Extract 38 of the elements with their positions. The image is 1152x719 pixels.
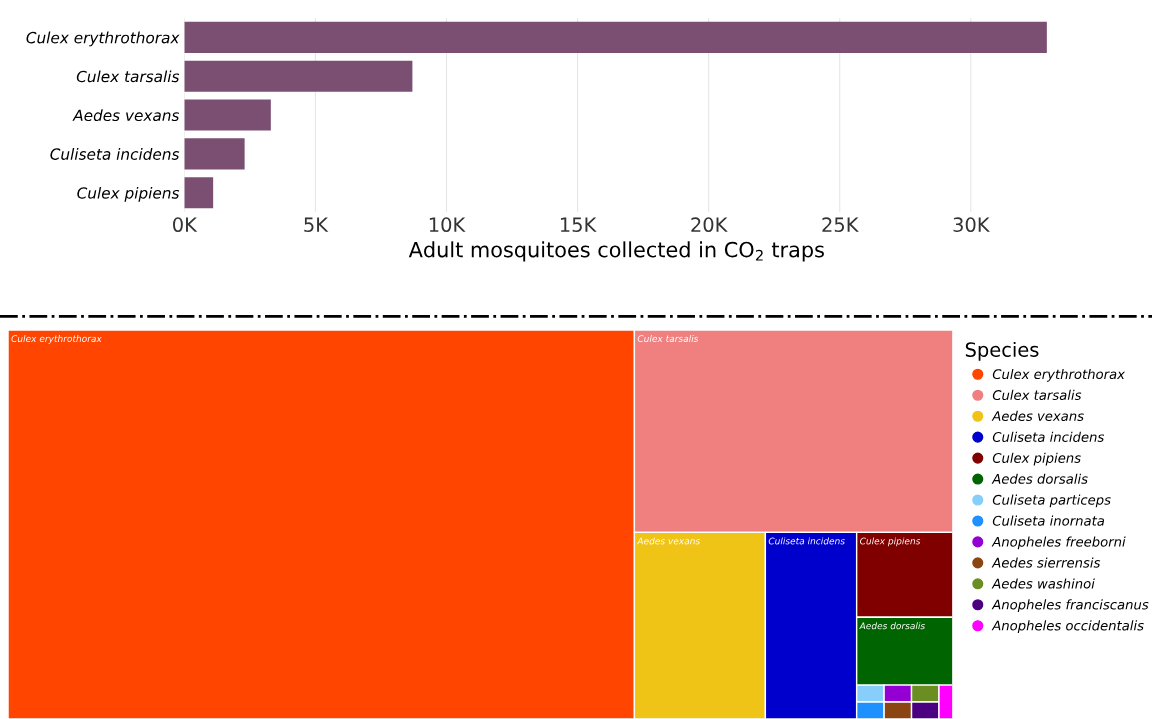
x-tick-label: 15K xyxy=(560,217,597,233)
y-tick-label: Culex pipiens xyxy=(77,186,180,202)
category-label: Culex erythrothorax xyxy=(992,368,1126,382)
text: Culex tarsalis xyxy=(637,335,699,343)
x-axis-title: Adult mosquitoes collected in CO$_{2}$ traps xyxy=(408,241,824,262)
text: Aedes dorsalis xyxy=(859,622,925,630)
x-tick-label: 5K xyxy=(304,217,329,233)
category-label: Culiseta inornata xyxy=(992,515,1104,526)
x-tick-label: 30K xyxy=(953,217,990,233)
legend-title: Species xyxy=(965,341,1039,361)
category-label: Culiseta particeps xyxy=(992,494,1111,508)
category-label: Aedes sierrensis xyxy=(991,557,1101,568)
category-label: Aedes vexans xyxy=(991,410,1084,422)
bar xyxy=(184,21,1047,53)
y-tick-label: Culiseta incidens xyxy=(50,148,180,160)
category-label: Anopheles occidentalis xyxy=(991,620,1144,634)
category-label: Culiseta incidens xyxy=(992,431,1105,442)
text: Culex erythrothorax xyxy=(11,335,102,344)
x-tick-label: 0K xyxy=(173,217,198,233)
x-tick-label: 20K xyxy=(691,217,728,233)
category-label: Culex tarsalis xyxy=(992,389,1082,401)
bar xyxy=(184,60,413,92)
y-tick-label: Culex tarsalis xyxy=(76,70,180,83)
category-label: Anopheles franciscanus xyxy=(991,599,1149,613)
text: Culiseta incidens xyxy=(768,537,845,545)
category-label: Aedes washinoi xyxy=(991,578,1095,589)
y-tick-label: Culex erythrothorax xyxy=(26,31,180,47)
category-label: Anopheles freeborni xyxy=(991,536,1126,550)
category-label: Culex pipiens xyxy=(992,452,1081,466)
text: Culex pipiens xyxy=(860,537,921,547)
x-tick-label: 25K xyxy=(822,217,859,233)
bar xyxy=(184,99,271,131)
text: Aedes vexans xyxy=(636,537,700,545)
bar xyxy=(184,177,214,209)
bar xyxy=(184,138,245,170)
y-tick-label: Aedes vexans xyxy=(72,109,180,122)
x-tick-label: 10K xyxy=(429,217,466,233)
category-label: Aedes dorsalis xyxy=(991,473,1088,484)
